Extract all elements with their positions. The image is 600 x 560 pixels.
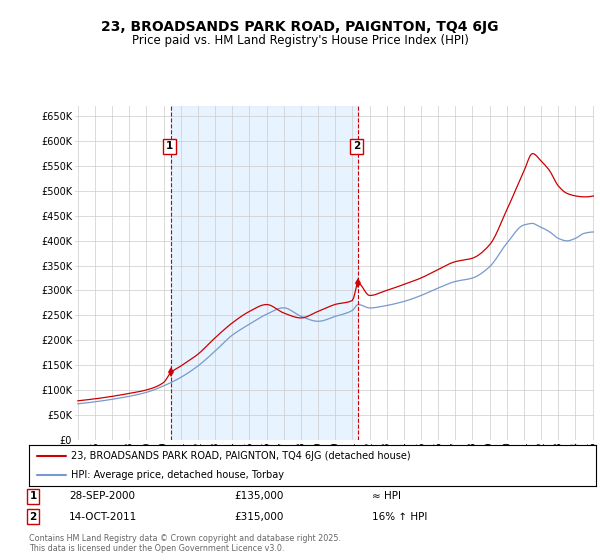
Text: HPI: Average price, detached house, Torbay: HPI: Average price, detached house, Torb…	[71, 470, 284, 479]
Text: 1: 1	[29, 491, 37, 501]
Bar	[171, 106, 358, 440]
Text: Price paid vs. HM Land Registry's House Price Index (HPI): Price paid vs. HM Land Registry's House …	[131, 34, 469, 46]
Text: £315,000: £315,000	[234, 512, 283, 522]
Text: ≈ HPI: ≈ HPI	[372, 491, 401, 501]
Text: 14-OCT-2011: 14-OCT-2011	[69, 512, 137, 522]
Text: 23, BROADSANDS PARK ROAD, PAIGNTON, TQ4 6JG: 23, BROADSANDS PARK ROAD, PAIGNTON, TQ4 …	[101, 20, 499, 34]
Text: 2: 2	[29, 512, 37, 522]
Text: 1: 1	[166, 141, 173, 151]
Text: 16% ↑ HPI: 16% ↑ HPI	[372, 512, 427, 522]
Text: 23, BROADSANDS PARK ROAD, PAIGNTON, TQ4 6JG (detached house): 23, BROADSANDS PARK ROAD, PAIGNTON, TQ4 …	[71, 451, 411, 461]
Text: £135,000: £135,000	[234, 491, 283, 501]
Text: 2: 2	[353, 141, 360, 151]
Text: Contains HM Land Registry data © Crown copyright and database right 2025.
This d: Contains HM Land Registry data © Crown c…	[29, 534, 341, 553]
Text: 28-SEP-2000: 28-SEP-2000	[69, 491, 135, 501]
